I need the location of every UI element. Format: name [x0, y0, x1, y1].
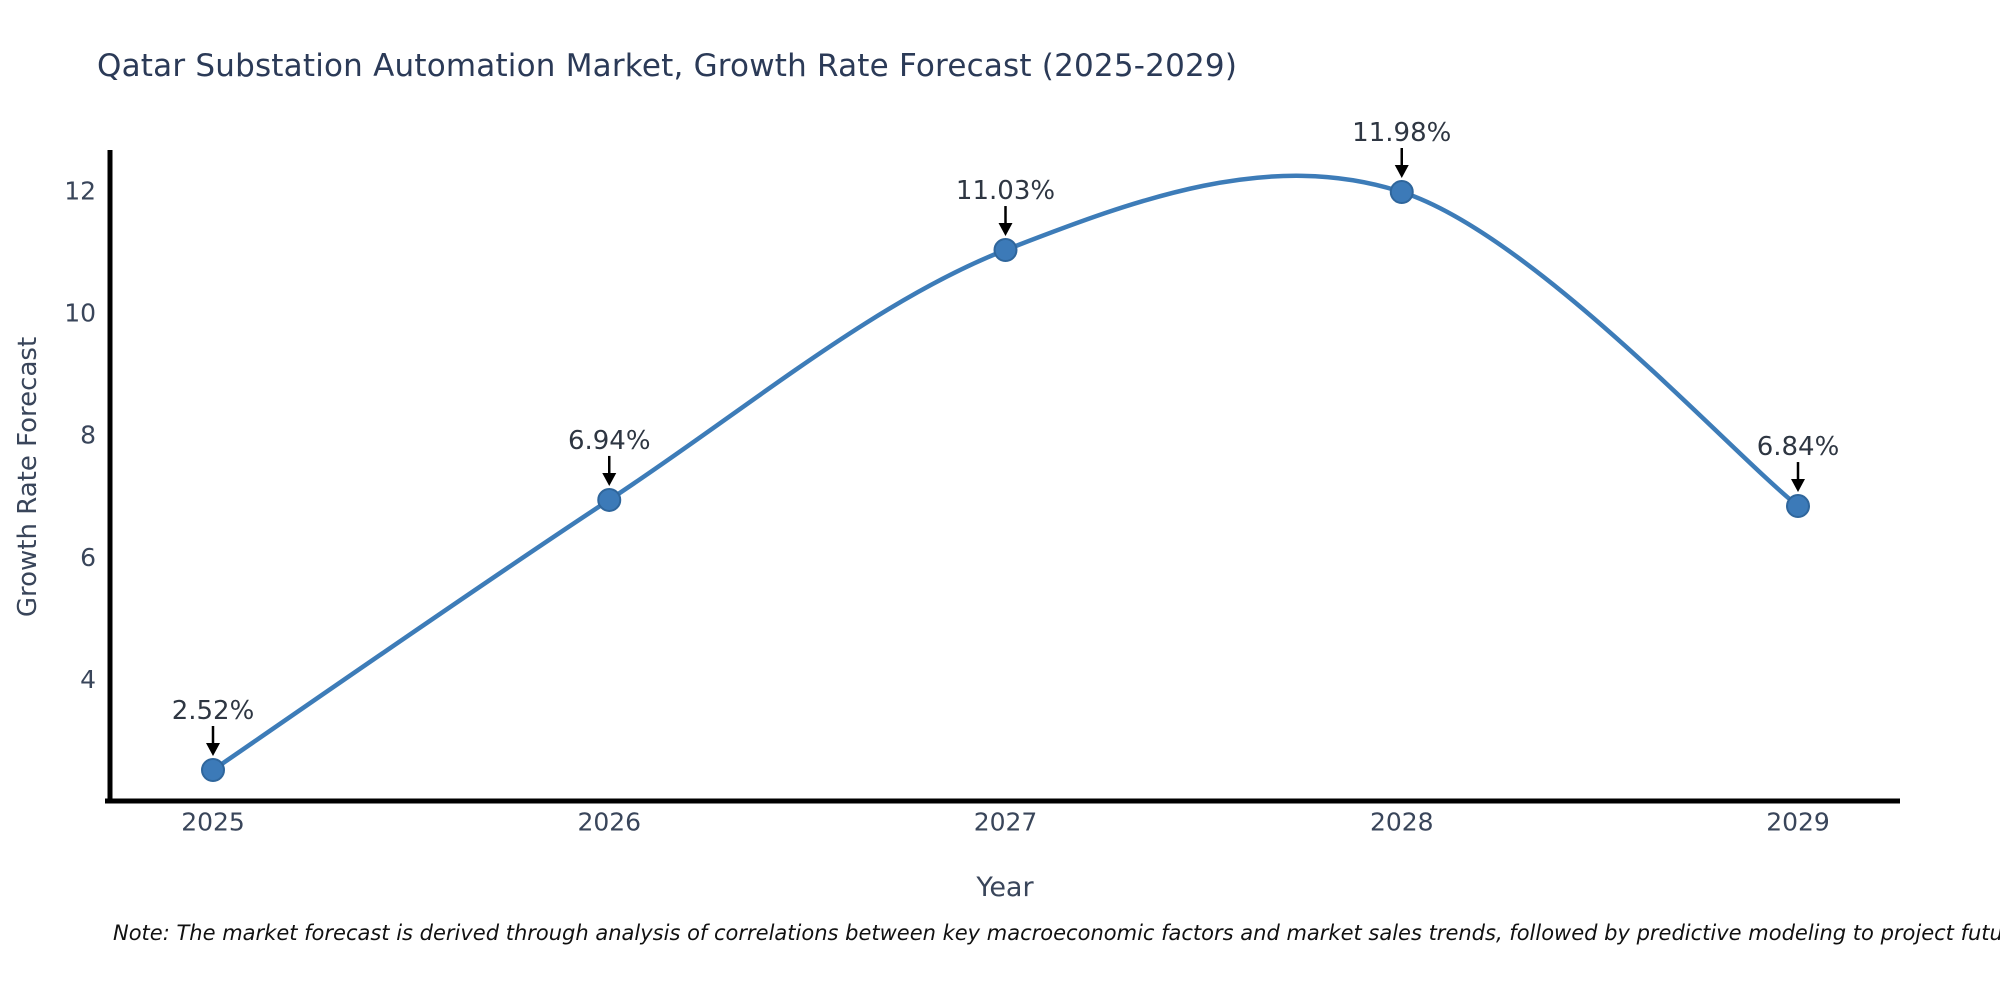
point-annotation: 6.84% — [1757, 432, 1840, 462]
y-tick-label: 6 — [80, 543, 96, 572]
annotation-arrow-head — [1791, 479, 1805, 493]
data-point — [993, 238, 1018, 263]
annotation-layer: 2.52% 6.94% 11.03% 11.98% 6.84% — [172, 118, 1840, 756]
annotation-arrow-head — [602, 472, 617, 486]
annotation-arrow-head — [206, 743, 220, 756]
annotation-arrow-head — [998, 223, 1013, 237]
y-tick-label: 4 — [80, 665, 96, 694]
data-point — [1786, 494, 1810, 519]
y-tick-label: 12 — [64, 176, 96, 205]
point-annotation: 11.98% — [1352, 118, 1451, 148]
axes-layer: 4 6 8 10 12 2025 2026 2027 2028 2029 — [64, 150, 1900, 837]
y-tick-label: 8 — [80, 421, 96, 450]
point-annotation: 11.03% — [956, 176, 1055, 206]
point-annotation: 2.52% — [172, 696, 255, 726]
x-tick-label: 2027 — [974, 808, 1038, 837]
x-tick-label: 2026 — [577, 808, 641, 837]
x-axis-title: Year — [976, 872, 1034, 903]
y-tick-label: 10 — [64, 298, 96, 327]
data-point — [1389, 179, 1414, 204]
series-layer — [201, 173, 1810, 782]
trend-line — [210, 173, 1801, 773]
x-tick-label: 2025 — [181, 808, 245, 837]
x-tick-label: 2028 — [1370, 808, 1434, 837]
annotation-arrow-head — [1394, 164, 1409, 178]
y-axis-title: Growth Rate Forecast — [13, 336, 43, 618]
point-annotation: 6.94% — [568, 426, 651, 456]
footnote: Note: The market forecast is derived thr… — [113, 921, 2000, 945]
chart-title: Qatar Substation Automation Market, Grow… — [97, 48, 1238, 84]
data-point — [597, 487, 622, 512]
data-point — [201, 758, 225, 782]
x-tick-label: 2029 — [1766, 808, 1830, 837]
